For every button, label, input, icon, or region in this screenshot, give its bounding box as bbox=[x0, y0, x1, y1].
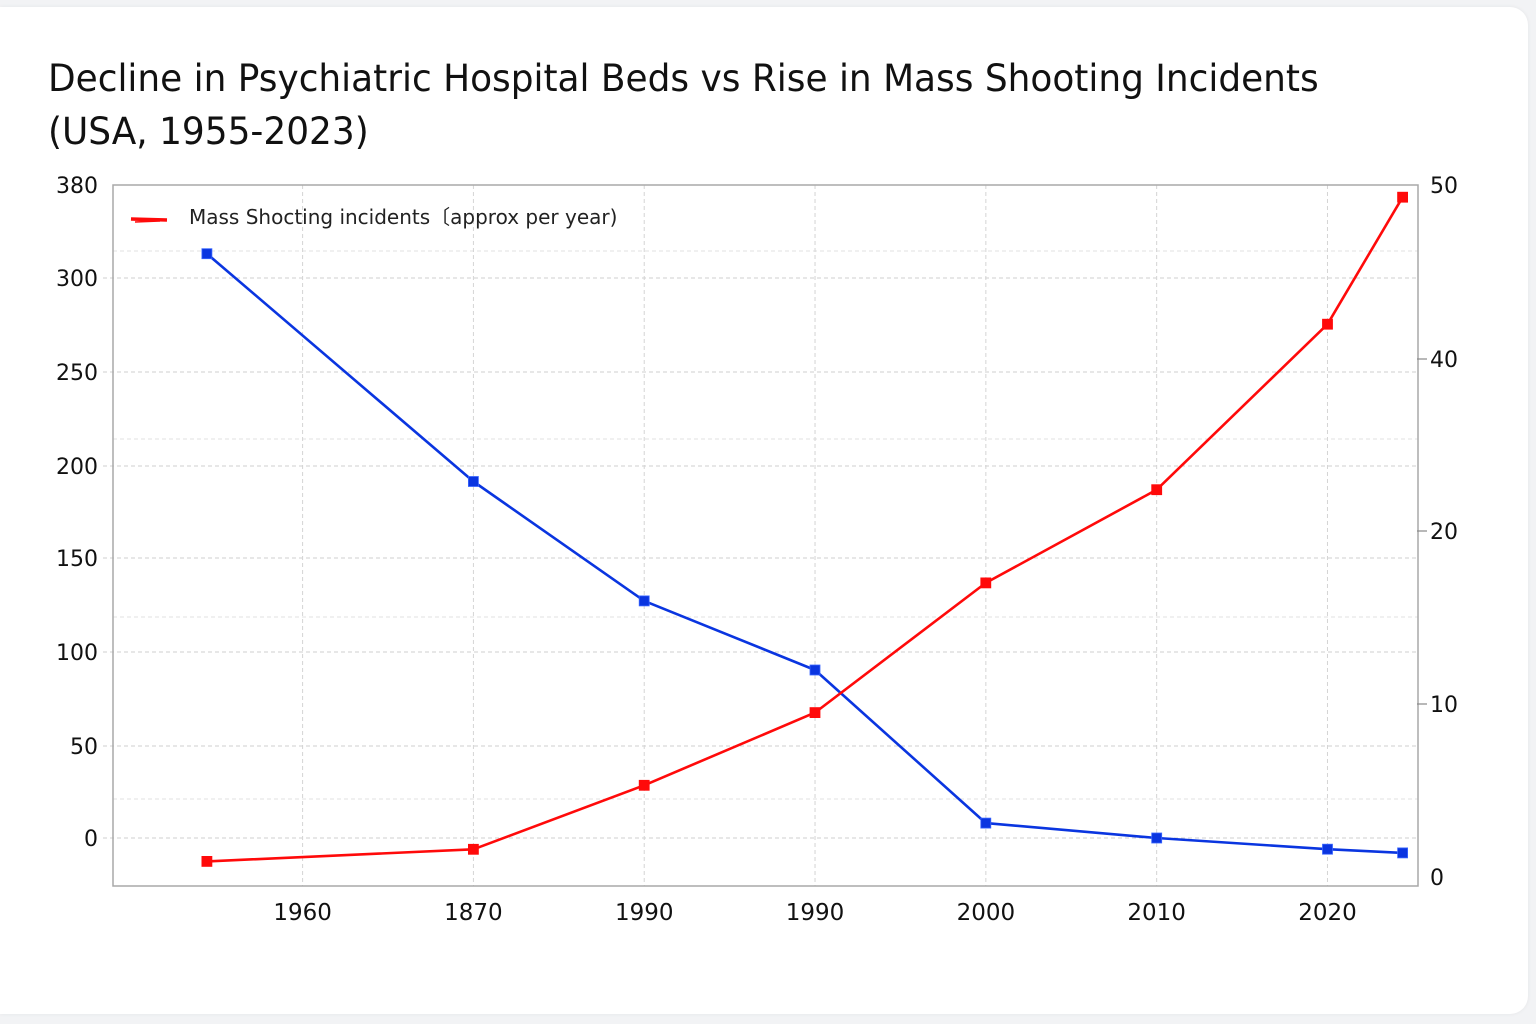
left-y-axis: 380 300 250 200 150 100 50 0 bbox=[56, 174, 98, 852]
series-line-psychiatric_beds bbox=[206, 252, 1403, 855]
left-tick-label: 380 bbox=[56, 174, 98, 199]
x-tick-label: 2010 bbox=[1127, 900, 1186, 926]
chart-title-main: Decline in Psychiatric Hospital Beds vs … bbox=[48, 57, 1319, 100]
legend-swatch-smudge bbox=[134, 220, 161, 223]
x-tick-label: 1870 bbox=[444, 900, 503, 926]
data-point-mass_shootings bbox=[809, 707, 821, 718]
legend: Mass Shocting incidents〔approx per year) bbox=[130, 205, 617, 229]
x-tick-label: 2020 bbox=[1298, 900, 1357, 926]
x-tick-label: 1960 bbox=[273, 900, 332, 926]
series-layer bbox=[201, 191, 1408, 867]
x-tick-label: 1990 bbox=[615, 900, 674, 926]
right-y-axis: 50 40 20 10 0 bbox=[1417, 174, 1458, 891]
data-point-mass_shootings bbox=[1322, 318, 1333, 330]
right-tick-label: 40 bbox=[1430, 348, 1458, 373]
data-point-psychiatric_beds bbox=[1151, 832, 1163, 844]
legend-label-mass-shootings: Mass Shocting incidents〔approx per year) bbox=[189, 205, 617, 229]
right-tick-label: 10 bbox=[1430, 693, 1458, 718]
series-line-mass_shootings bbox=[206, 196, 1404, 863]
left-tick-label: 100 bbox=[56, 641, 98, 666]
left-tick-label: 250 bbox=[56, 361, 98, 386]
plot-frame bbox=[112, 184, 1419, 887]
data-point-psychiatric_beds bbox=[980, 817, 992, 829]
data-point-mass_shootings bbox=[1397, 191, 1408, 203]
gridlines bbox=[103, 185, 1418, 886]
left-tick-label: 50 bbox=[70, 735, 98, 760]
data-point-psychiatric_beds bbox=[201, 248, 213, 260]
data-point-mass_shootings bbox=[980, 577, 992, 589]
data-point-mass_shootings bbox=[638, 779, 650, 791]
chart-subtitle: (USA, 1955-2023) bbox=[48, 110, 369, 153]
left-tick-label: 300 bbox=[56, 267, 98, 292]
chart-title: Decline in Psychiatric Hospital Beds vs … bbox=[48, 52, 1425, 158]
x-tick-label: 2000 bbox=[957, 900, 1016, 926]
data-point-mass_shootings bbox=[467, 843, 479, 855]
left-tick-label: 200 bbox=[56, 455, 98, 480]
left-tick-label: 150 bbox=[56, 547, 98, 572]
data-point-mass_shootings bbox=[201, 856, 213, 867]
left-tick-label: 0 bbox=[84, 827, 98, 852]
x-axis: 1960 1870 1990 1990 2000 2010 2020 bbox=[273, 900, 1356, 926]
x-tick-label: 1990 bbox=[786, 900, 845, 926]
data-point-psychiatric_beds bbox=[638, 595, 650, 607]
data-point-psychiatric_beds bbox=[1322, 843, 1333, 855]
data-point-psychiatric_beds bbox=[467, 476, 479, 487]
right-tick-label: 50 bbox=[1430, 174, 1458, 199]
data-point-psychiatric_beds bbox=[809, 664, 821, 676]
right-tick-label: 20 bbox=[1430, 520, 1458, 545]
data-point-psychiatric_beds bbox=[1397, 847, 1408, 859]
right-tick-label: 0 bbox=[1430, 866, 1444, 891]
legend-swatch-mass-shootings bbox=[130, 217, 168, 222]
data-point-mass_shootings bbox=[1151, 484, 1163, 496]
